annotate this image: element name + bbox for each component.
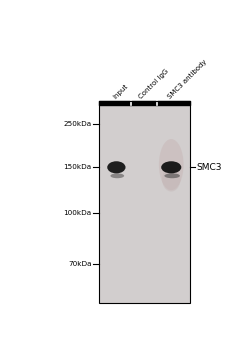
Bar [99, 101, 190, 303]
Text: SMC3 antibody: SMC3 antibody [167, 58, 208, 100]
Ellipse shape [162, 167, 180, 191]
Text: Control IgG: Control IgG [138, 68, 170, 100]
Ellipse shape [107, 161, 126, 173]
Bar [99, 101, 190, 303]
Text: Input: Input [112, 83, 129, 100]
Ellipse shape [161, 161, 181, 173]
Text: 100kDa: 100kDa [63, 210, 92, 216]
Ellipse shape [164, 173, 180, 178]
Text: SMC3: SMC3 [196, 163, 221, 172]
Text: 150kDa: 150kDa [63, 164, 92, 170]
Ellipse shape [110, 173, 124, 178]
Text: 70kDa: 70kDa [68, 261, 92, 267]
Text: 250kDa: 250kDa [63, 121, 92, 127]
Ellipse shape [159, 139, 184, 190]
